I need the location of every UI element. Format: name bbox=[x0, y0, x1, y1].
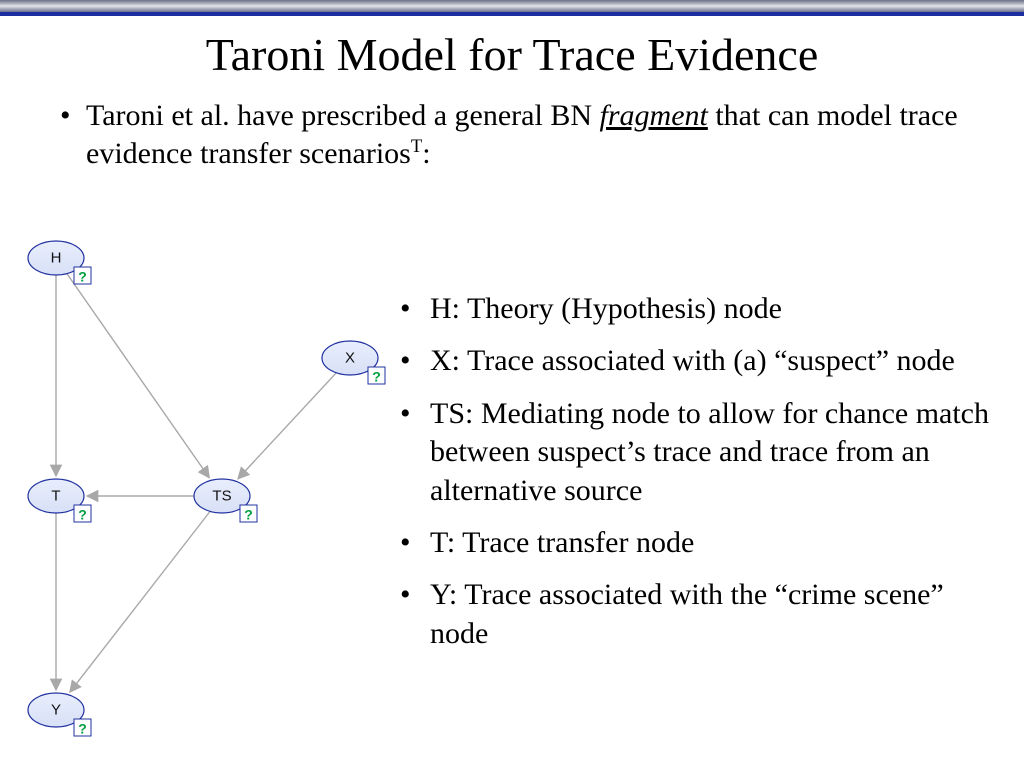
bullet-dot: • bbox=[400, 524, 430, 562]
main-content-row: H?X?TS?T?Y? •H: Theory (Hypothesis) node… bbox=[0, 228, 1024, 768]
legend-item: •TS: Mediating node to allow for chance … bbox=[400, 395, 994, 510]
legend-item-text: H: Theory (Hypothesis) node bbox=[430, 292, 782, 325]
edge-X-TS bbox=[238, 373, 336, 479]
question-icon-glyph: ? bbox=[244, 507, 253, 523]
question-icon-glyph: ? bbox=[78, 721, 87, 737]
edge-H-TS bbox=[67, 274, 209, 478]
bullet-dot: • bbox=[400, 342, 430, 380]
intro-suffix2: : bbox=[422, 137, 430, 170]
legend-item: •T: Trace transfer node bbox=[400, 524, 994, 562]
intro-prefix: Taroni et al. have prescribed a general … bbox=[86, 99, 600, 132]
edge-TS-Y bbox=[70, 511, 210, 692]
bn-node-H: H? bbox=[28, 241, 91, 285]
bn-node-label: H bbox=[51, 250, 62, 267]
legend-item-text: Y: Trace associated with the “crime scen… bbox=[430, 578, 944, 649]
bullet-dot: • bbox=[400, 395, 430, 433]
bn-node-label: X bbox=[345, 350, 355, 367]
bn-node-label: Y bbox=[51, 702, 61, 719]
intro-sup: T bbox=[411, 136, 422, 157]
page-title: Taroni Model for Trace Evidence bbox=[0, 28, 1024, 81]
legend-item-text: X: Trace associated with (a) “suspect” n… bbox=[430, 344, 955, 377]
legend-item-text: TS: Mediating node to allow for chance m… bbox=[430, 397, 989, 507]
bn-diagram-svg: H?X?TS?T?Y? bbox=[0, 228, 400, 768]
decorative-top-bar bbox=[0, 0, 1024, 16]
question-icon-glyph: ? bbox=[372, 369, 381, 385]
bullet-dot: • bbox=[60, 97, 86, 135]
bullet-dot: • bbox=[400, 290, 430, 328]
intro-fragment: fragment bbox=[600, 99, 708, 132]
bn-node-label: T bbox=[51, 488, 60, 505]
bn-node-TS: TS? bbox=[194, 479, 257, 523]
legend-item: •H: Theory (Hypothesis) node bbox=[400, 290, 994, 328]
edges-group bbox=[56, 274, 336, 692]
bn-diagram: H?X?TS?T?Y? bbox=[0, 228, 400, 768]
node-legend: •H: Theory (Hypothesis) node•X: Trace as… bbox=[400, 290, 994, 667]
bn-node-Y: Y? bbox=[28, 693, 91, 737]
bn-node-label: TS bbox=[212, 488, 231, 505]
question-icon-glyph: ? bbox=[78, 507, 87, 523]
legend-item: •Y: Trace associated with the “crime sce… bbox=[400, 576, 994, 653]
legend-item: •X: Trace associated with (a) “suspect” … bbox=[400, 342, 994, 380]
question-icon-glyph: ? bbox=[78, 269, 87, 285]
bullet-dot: • bbox=[400, 576, 430, 614]
nodes-group: H?X?TS?T?Y? bbox=[28, 241, 385, 737]
bn-node-T: T? bbox=[28, 479, 91, 523]
legend-list: •H: Theory (Hypothesis) node•X: Trace as… bbox=[400, 290, 994, 653]
intro-paragraph: •Taroni et al. have prescribed a general… bbox=[60, 97, 984, 172]
legend-item-text: T: Trace transfer node bbox=[430, 526, 694, 559]
slide: Taroni Model for Trace Evidence •Taroni … bbox=[0, 28, 1024, 768]
